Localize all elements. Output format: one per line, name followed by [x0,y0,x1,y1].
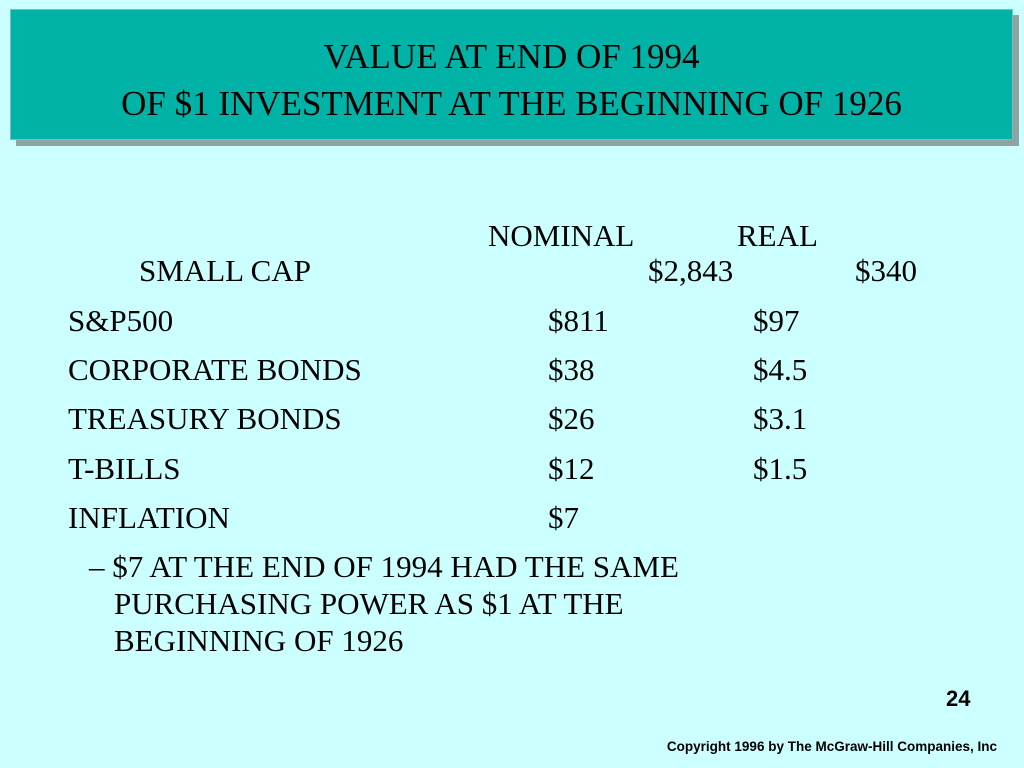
row-label-treasury-bonds: TREASURY BONDS [68,401,342,436]
row-label-inflation: INFLATION [68,500,230,535]
row-real-t-bills: $1.5 [753,451,808,486]
row-label-t-bills: T-BILLS [68,451,181,486]
row-nominal-inflation: $7 [548,500,579,535]
slide-title-box: VALUE AT END OF 1994 OF $1 INVESTMENT AT… [10,9,1013,140]
row-nominal-t-bills: $12 [548,451,595,486]
note-line-2: PURCHASING POWER AS $1 AT THE [114,586,624,621]
slide-title-line-2: OF $1 INVESTMENT AT THE BEGINNING OF 192… [121,84,902,123]
page-number: 24 [946,686,971,711]
header-real: REAL [737,218,818,253]
row-real-small-cap: $340 [855,253,917,288]
row-label-sp500: S&P500 [68,303,174,338]
row-label-corporate-bonds: CORPORATE BONDS [68,352,362,387]
row-real-corporate-bonds: $4.5 [753,352,808,387]
row-real-treasury-bonds: $3.1 [753,401,808,436]
note-line-1: – $7 AT THE END OF 1994 HAD THE SAME [89,549,679,584]
row-nominal-small-cap: $2,843 [648,253,734,288]
copyright-notice: Copyright 1996 by The McGraw-Hill Compan… [666,739,997,754]
slide-title-line-1: VALUE AT END OF 1994 [323,37,700,76]
row-nominal-corporate-bonds: $38 [548,352,595,387]
row-label-small-cap: SMALL CAP [139,253,311,288]
row-real-sp500: $97 [753,303,800,338]
row-nominal-treasury-bonds: $26 [548,401,595,436]
header-nominal: NOMINAL [488,218,635,253]
note-line-3: BEGINNING OF 1926 [114,623,404,658]
row-nominal-sp500: $811 [548,303,609,338]
